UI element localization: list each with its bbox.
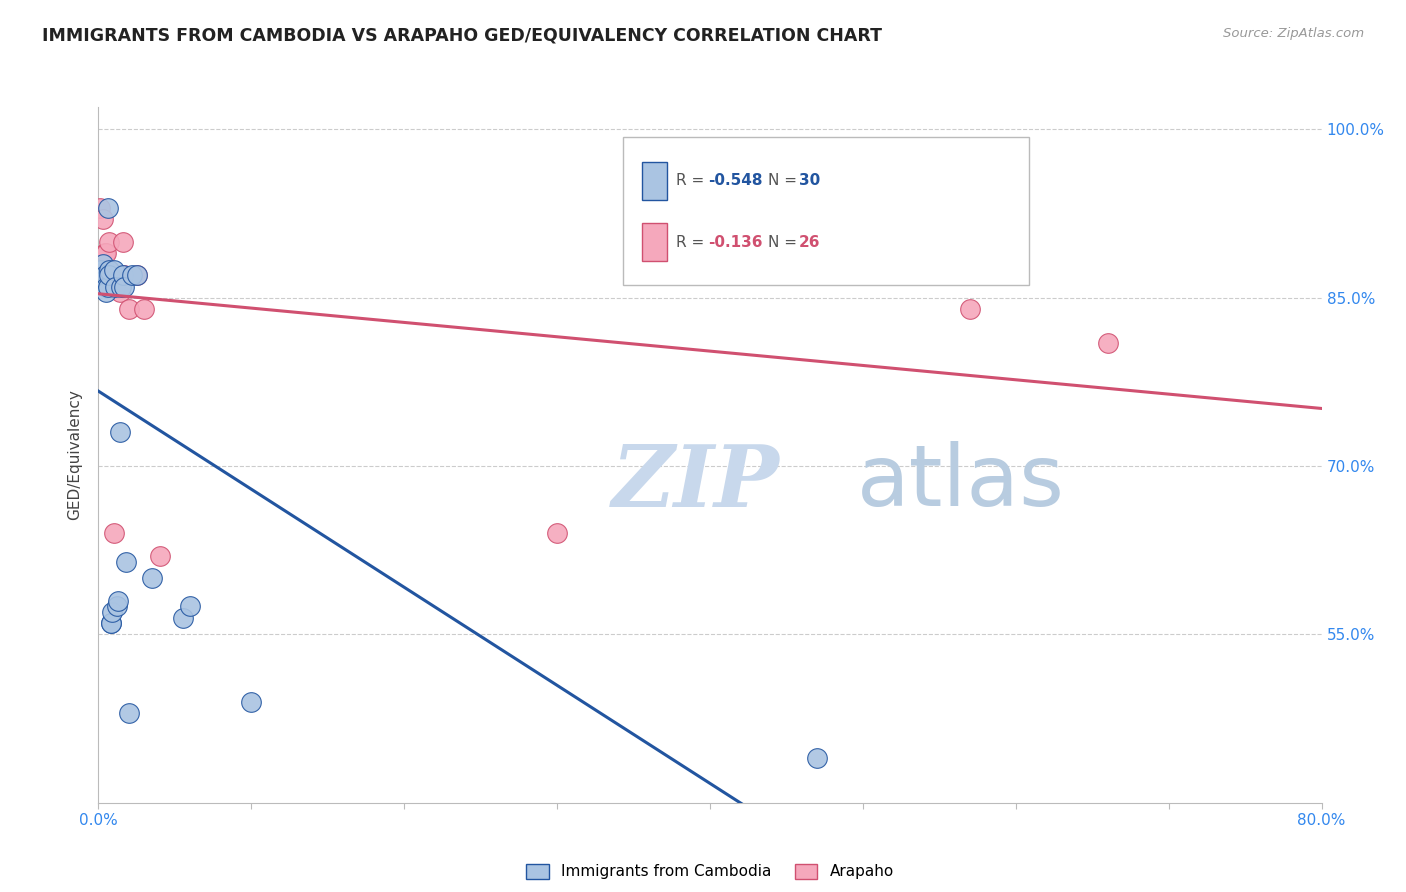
Point	[94, 246, 117, 260]
Point	[105, 268, 128, 283]
Point	[98, 262, 121, 277]
Point	[111, 235, 134, 249]
Point	[94, 285, 117, 300]
Point	[118, 301, 141, 316]
Text: -0.136: -0.136	[707, 235, 762, 250]
Point	[103, 526, 125, 541]
Point	[94, 268, 117, 283]
Point	[108, 285, 131, 300]
Point	[97, 279, 120, 293]
Point	[91, 257, 114, 271]
Point	[149, 549, 172, 563]
Point	[959, 301, 981, 316]
Point	[104, 268, 127, 283]
Point	[179, 599, 201, 614]
Text: 30: 30	[799, 173, 821, 188]
Point	[125, 268, 148, 283]
Point	[90, 262, 112, 277]
Point	[125, 268, 148, 283]
Point	[118, 706, 141, 720]
Point	[97, 262, 120, 277]
Point	[98, 262, 121, 277]
Point	[107, 594, 129, 608]
Point	[101, 605, 124, 619]
Legend: Immigrants from Cambodia, Arapaho: Immigrants from Cambodia, Arapaho	[520, 857, 900, 886]
Point	[806, 751, 828, 765]
Point	[105, 599, 128, 614]
Point	[115, 555, 138, 569]
Point	[112, 268, 135, 283]
Point	[1097, 335, 1119, 350]
Text: N =: N =	[768, 235, 803, 250]
Point	[110, 279, 132, 293]
Point	[134, 301, 156, 316]
Point	[93, 268, 115, 283]
Point	[93, 246, 115, 260]
Point	[94, 279, 117, 293]
Point	[97, 201, 120, 215]
Point	[112, 279, 135, 293]
Point	[100, 616, 122, 631]
Point	[91, 257, 114, 271]
Point	[121, 268, 143, 283]
Point	[240, 695, 263, 709]
Point	[104, 279, 127, 293]
Y-axis label: GED/Equivalency: GED/Equivalency	[67, 390, 83, 520]
Point	[172, 610, 194, 624]
Text: ZIP: ZIP	[612, 441, 780, 524]
Point	[89, 274, 111, 288]
Text: Source: ZipAtlas.com: Source: ZipAtlas.com	[1223, 27, 1364, 40]
Text: N =: N =	[768, 173, 803, 188]
Point	[108, 425, 131, 440]
Point	[98, 235, 121, 249]
Text: IMMIGRANTS FROM CAMBODIA VS ARAPAHO GED/EQUIVALENCY CORRELATION CHART: IMMIGRANTS FROM CAMBODIA VS ARAPAHO GED/…	[42, 27, 882, 45]
Text: atlas: atlas	[856, 442, 1064, 524]
Point	[111, 268, 134, 283]
Text: -0.548: -0.548	[707, 173, 762, 188]
Point	[89, 201, 111, 215]
Text: R =: R =	[675, 235, 709, 250]
Point	[98, 268, 121, 283]
Point	[100, 268, 122, 283]
Text: 26: 26	[799, 235, 821, 250]
Point	[141, 571, 163, 585]
Point	[546, 526, 568, 541]
Text: R =: R =	[675, 173, 709, 188]
Point	[97, 279, 120, 293]
Point	[101, 279, 124, 293]
Point	[103, 262, 125, 277]
Point	[90, 257, 112, 271]
Point	[91, 212, 114, 227]
Point	[100, 616, 122, 631]
